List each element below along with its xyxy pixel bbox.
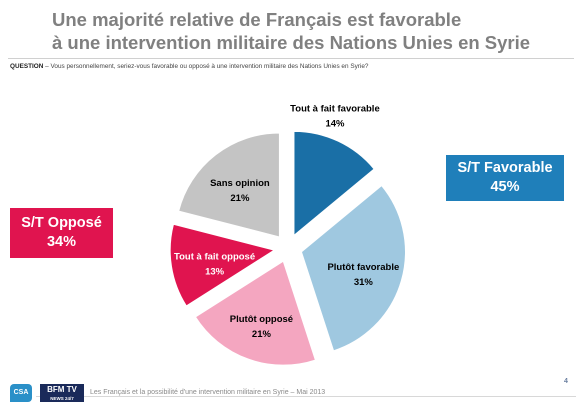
summary-favorable-label: S/T Favorable — [457, 160, 553, 176]
slice-label: Tout à fait opposé — [174, 252, 255, 263]
pie-slice — [293, 130, 375, 237]
pie-chart: Tout à fait favorable 14% Plutôt favorable… — [169, 103, 406, 366]
slice-label: Plutôt favorable — [327, 262, 399, 273]
footer-divider — [36, 396, 576, 397]
slice-value-label: 21% — [252, 329, 272, 340]
page-number: 4 — [564, 378, 568, 385]
pie-slice — [300, 184, 406, 352]
summary-favorable-value: 45% — [490, 179, 520, 195]
bfmtv-logo-text: BFM TV — [47, 385, 77, 394]
pie-slice — [194, 260, 317, 366]
question-text: QUESTION – Vous personnellement, seriez-… — [10, 63, 575, 70]
question-label: QUESTION — [10, 63, 44, 70]
footer-source: Les Français et la possibilité d'une int… — [90, 389, 326, 396]
title-line-1: Une majorité relative de Français est fa… — [52, 9, 462, 30]
slice-value-label: 21% — [230, 193, 250, 204]
slice-label: Sans opinion — [210, 178, 270, 189]
title-line-2: à une intervention militaire des Nations… — [52, 32, 531, 53]
slice-label: Tout à fait favorable — [290, 103, 380, 114]
pie-slice — [178, 132, 280, 238]
slice-label: Plutôt opposé — [230, 314, 293, 325]
question-body: – Vous personnellement, seriez-vous favo… — [43, 63, 369, 70]
slice-value-label: 13% — [205, 267, 225, 278]
csa-logo: CSA — [10, 384, 32, 402]
slice-value-label: 31% — [354, 277, 374, 288]
page-title: Une majorité relative de Français est fa… — [52, 8, 572, 54]
summary-oppose-label: S/T Opposé — [21, 215, 102, 231]
summary-oppose-box: S/T Opposé 34% — [10, 208, 113, 258]
summary-favorable-box: S/T Favorable 45% — [446, 155, 564, 201]
bfmtv-logo: BFM TV NEWS 24/7 — [40, 384, 84, 402]
summary-oppose-value: 34% — [46, 234, 77, 250]
slice-value-label: 14% — [325, 118, 345, 129]
pie-slice — [169, 223, 276, 307]
title-divider — [8, 58, 574, 59]
bfmtv-logo-subtext: NEWS 24/7 — [50, 396, 74, 401]
